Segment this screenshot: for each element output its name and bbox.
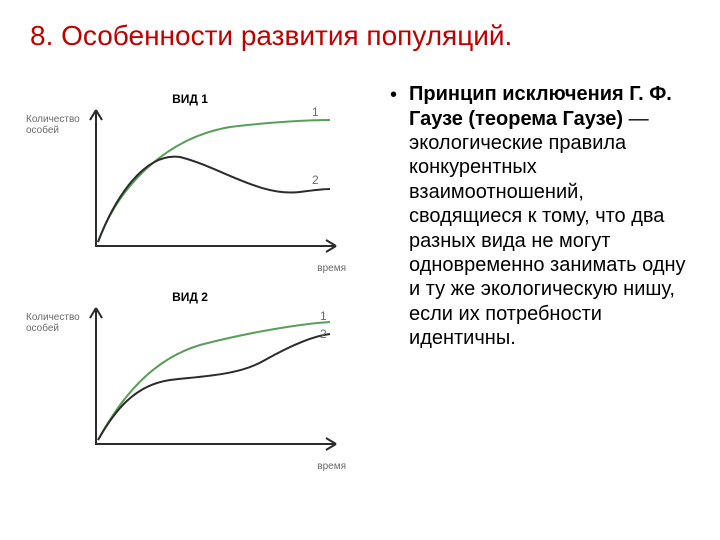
slide-title: 8. Особенности развития популяций. [30,20,690,52]
chart-species-1: ВИД 1 Количество особей время 1 2 [30,92,350,272]
chart2-curve-2 [98,334,330,440]
chart1-title: ВИД 1 [30,92,350,106]
chart1-curve2-label: 2 [312,173,319,187]
chart2-x-label: время [317,461,346,472]
text-column: • Принцип исключения Г. Ф. Гаузе (теорем… [360,82,690,350]
bullet-item: • Принцип исключения Г. Ф. Гаузе (теорем… [390,82,690,350]
chart-species-2: ВИД 2 Количество особей время 1 2 [30,290,350,470]
chart2-curve2-label: 2 [320,327,327,341]
chart2-y-label: Количество особей [26,312,88,334]
paragraph: Принцип исключения Г. Ф. Гаузе (теорема … [409,82,690,350]
chart2-curve-1 [98,322,330,440]
chart1-curve-2 [98,157,330,242]
chart1-curve1-label: 1 [312,105,319,119]
chart2-title: ВИД 2 [30,290,350,304]
charts-column: ВИД 1 Количество особей время 1 2 ВИД 2 … [30,92,360,470]
chart1-y-label: Количество особей [26,114,88,136]
chart2-axes [90,308,336,450]
para-rest: — экологические правила конкурентных вза… [409,108,686,350]
chart2-curve1-label: 1 [320,309,327,323]
chart1-x-label: время [317,263,346,274]
bullet-icon: • [390,82,397,108]
content-row: ВИД 1 Количество особей время 1 2 ВИД 2 … [30,82,690,470]
